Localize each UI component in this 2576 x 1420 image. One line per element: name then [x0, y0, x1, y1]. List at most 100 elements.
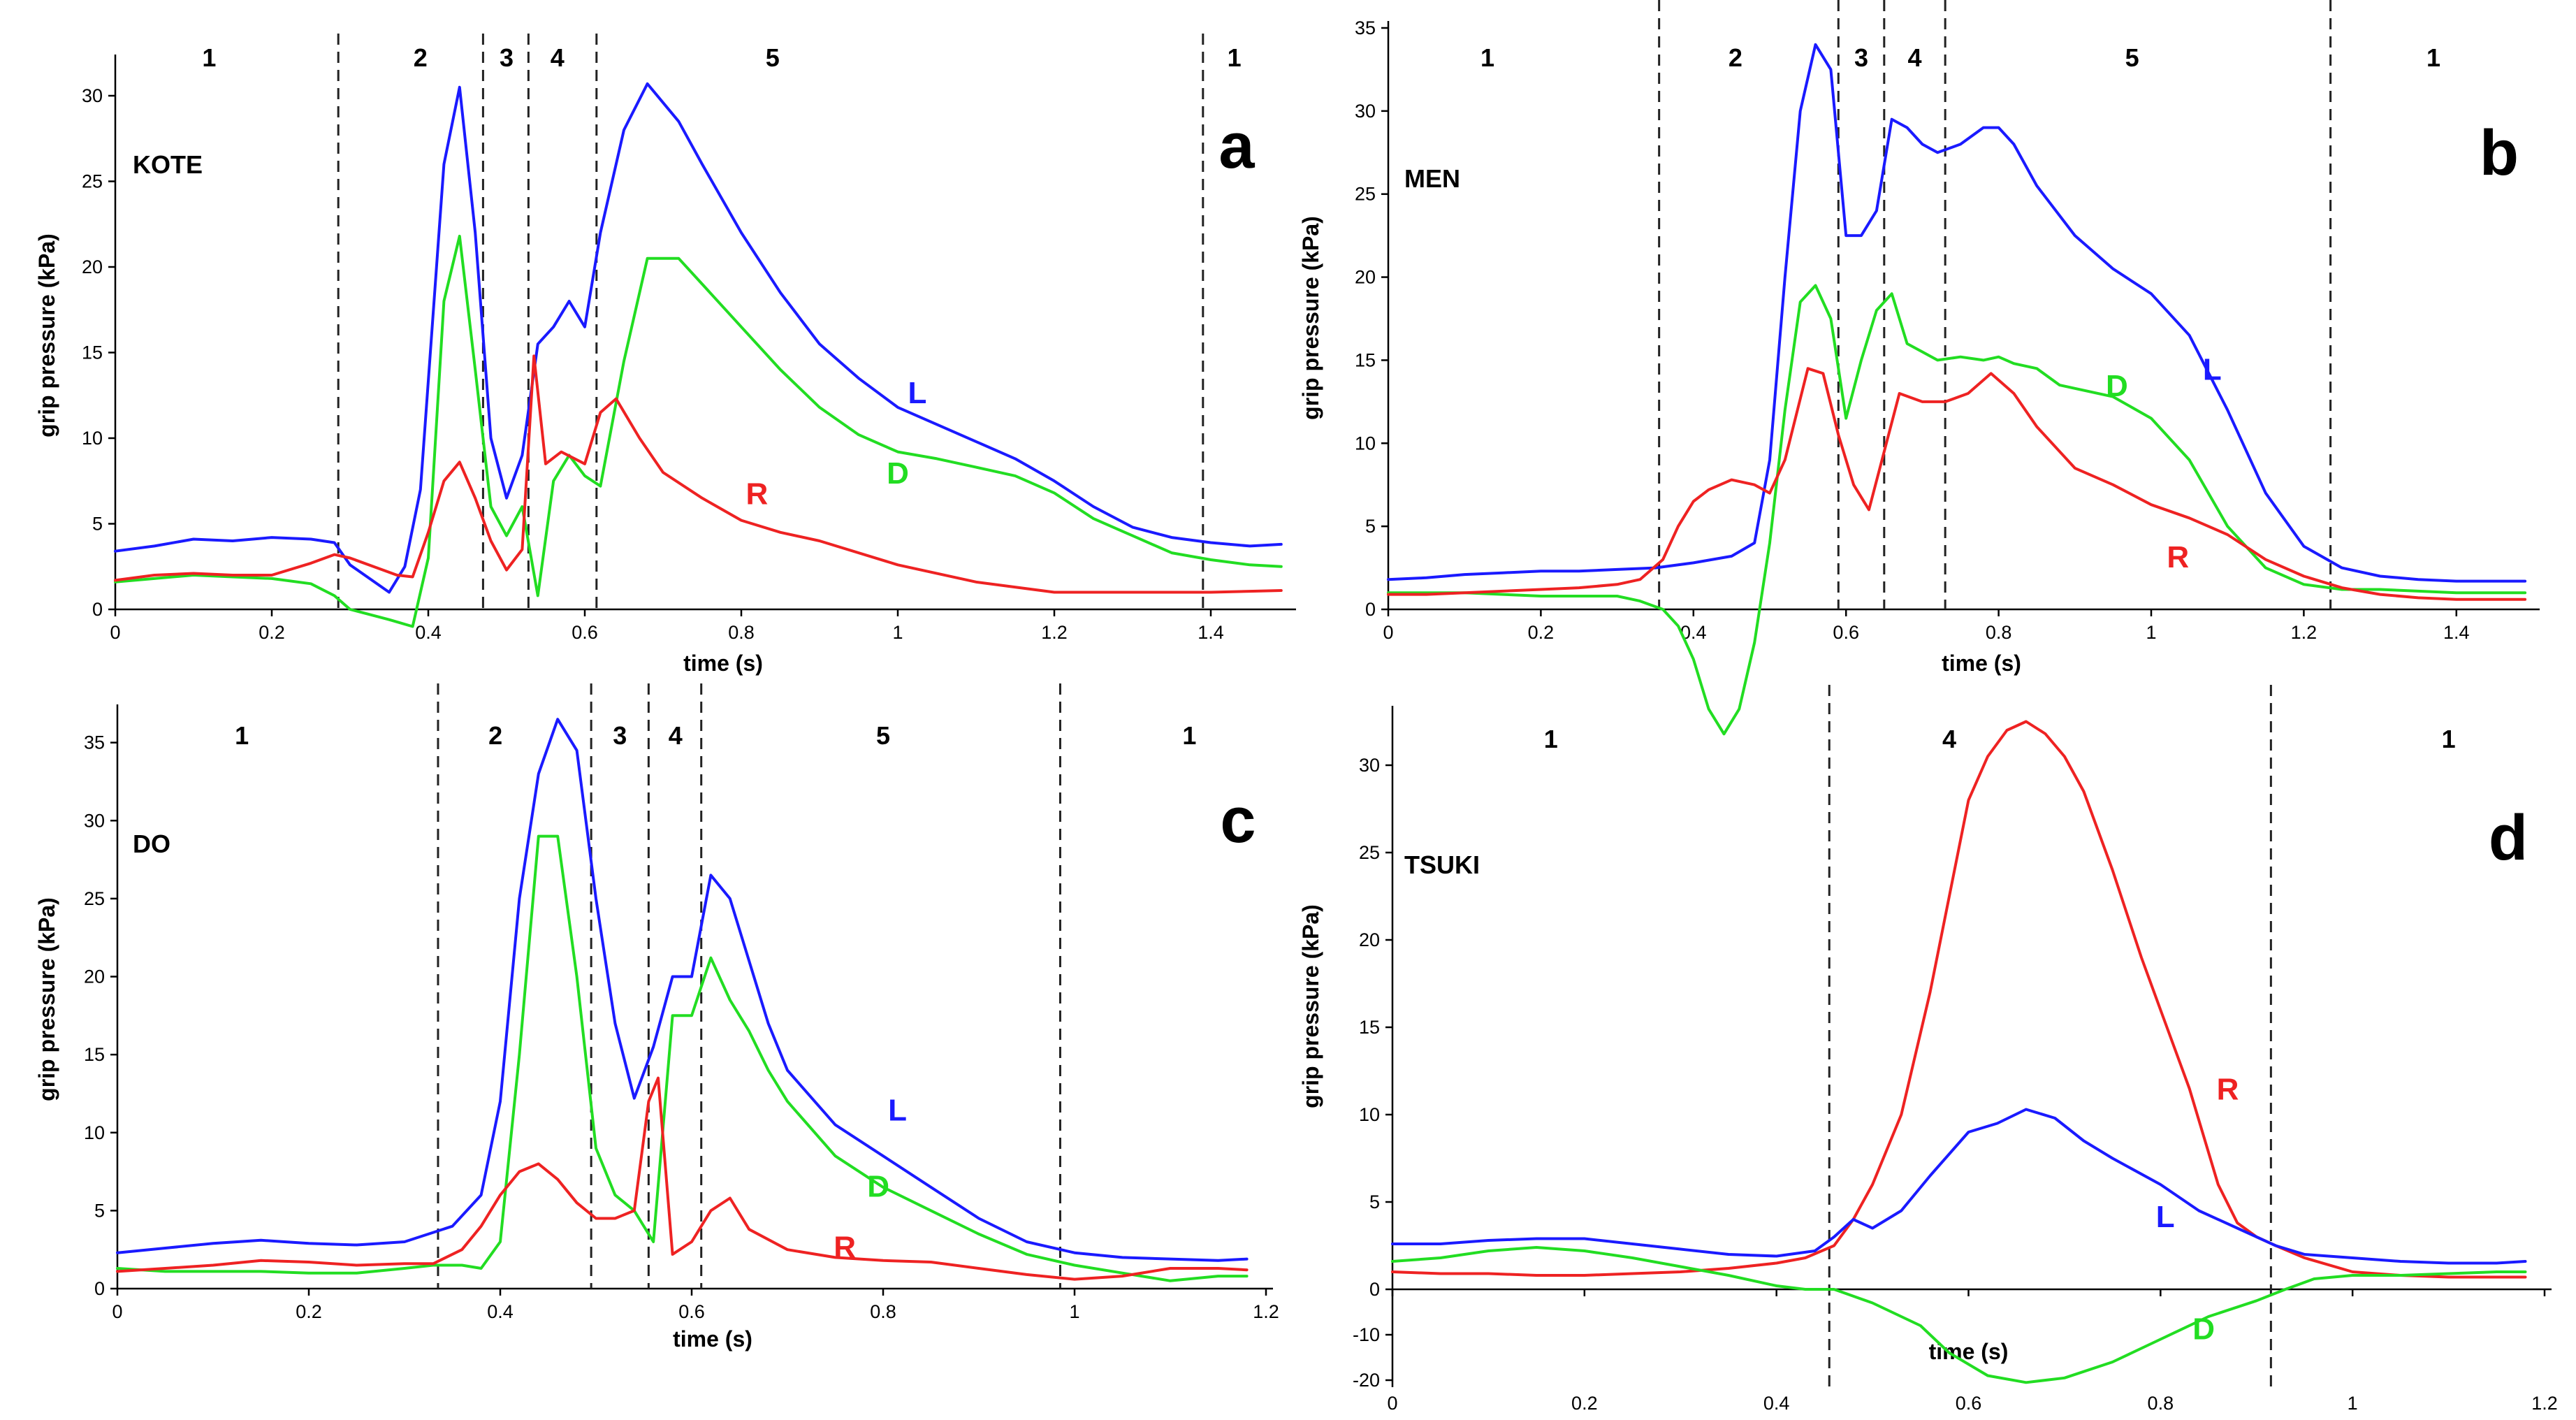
series-line-R [116, 1076, 1249, 1281]
x-tick-label: 0.8 [870, 1301, 896, 1322]
x-tick-label: 1.2 [1253, 1301, 1279, 1322]
x-tick-label: 0 [1387, 1393, 1397, 1414]
series-label-R: R [834, 1231, 856, 1265]
y-tick-label: 20 [1359, 929, 1380, 950]
y-tick-label: 0 [92, 599, 103, 620]
y-tick-label: 15 [1359, 1017, 1380, 1038]
chart-title: DO [133, 829, 170, 858]
y-tick-label: 35 [1355, 17, 1376, 38]
x-tick-label: 0.4 [487, 1301, 514, 1322]
series-label-D: D [887, 456, 909, 491]
phase-label: 1 [1480, 43, 1494, 72]
x-tick-label: 0 [1383, 622, 1393, 643]
y-tick-label: 25 [84, 888, 105, 909]
phase-label: 1 [1544, 725, 1558, 753]
phase-label: 3 [613, 721, 627, 750]
x-axis-title: time (s) [683, 651, 763, 676]
x-tick-label: 1.2 [2531, 1393, 2558, 1414]
y-tick-label: 10 [1359, 1104, 1380, 1125]
x-axis-title: time (s) [673, 1326, 752, 1352]
x-tick-label: 0.2 [1528, 622, 1555, 643]
series-line-L [114, 82, 1283, 594]
phase-label: 4 [669, 721, 683, 750]
x-tick-label: 0 [110, 622, 120, 643]
phase-label: 2 [1729, 43, 1742, 72]
series-label-L: L [2203, 352, 2222, 386]
x-tick-label: 1 [892, 622, 903, 643]
x-tick-label: 0.6 [1833, 622, 1859, 643]
series-line-L [1391, 1108, 2527, 1265]
phase-label: 2 [488, 721, 502, 750]
x-tick-label: 1.2 [1041, 622, 1068, 643]
y-tick-label: 5 [1365, 516, 1376, 537]
x-tick-label: 0.6 [572, 622, 598, 643]
x-tick-label: 0.2 [296, 1301, 322, 1322]
y-tick-label: 5 [94, 1200, 105, 1221]
x-axis-title: time (s) [1929, 1339, 2009, 1364]
y-tick-label: 35 [84, 732, 105, 753]
series-label-R: R [746, 477, 769, 511]
x-axis-title: time (s) [1942, 651, 2021, 676]
x-tick-label: 0.8 [1986, 622, 2012, 643]
phase-label: 2 [414, 43, 428, 72]
x-tick-label: 0 [112, 1301, 122, 1322]
panel-letter: d [2489, 802, 2528, 874]
phase-label: 1 [235, 721, 249, 750]
x-tick-label: 0.6 [1956, 1393, 1982, 1414]
y-axis-title: grip pressure (kPa) [34, 897, 59, 1101]
chart-title: KOTE [133, 150, 203, 179]
y-tick-label: 25 [1359, 842, 1380, 863]
y-axis-title: grip pressure (kPa) [1298, 904, 1323, 1108]
x-tick-label: 0.2 [1571, 1393, 1598, 1414]
x-tick-label: 1 [1069, 1301, 1079, 1322]
series-line-D [116, 834, 1249, 1282]
y-tick-label: 20 [1355, 267, 1376, 288]
y-tick-label: 25 [1355, 184, 1376, 205]
series-line-R [1387, 367, 2527, 601]
y-tick-label: 5 [92, 514, 103, 535]
y-tick-label: 30 [84, 810, 105, 831]
phase-label: 5 [766, 43, 780, 72]
series-label-D: D [867, 1170, 889, 1204]
phase-label: 1 [202, 43, 216, 72]
y-tick-label: 10 [1355, 433, 1376, 454]
x-tick-label: 1.2 [2291, 622, 2317, 643]
series-label-R: R [2167, 540, 2189, 574]
y-tick-label: 0 [94, 1278, 105, 1299]
y-tick-label: 20 [84, 966, 105, 987]
x-tick-label: 0.2 [259, 622, 285, 643]
chart-title: MEN [1404, 164, 1460, 193]
chart-title: TSUKI [1404, 850, 1480, 879]
phase-label: 1 [2426, 43, 2440, 72]
series-label-L: L [908, 376, 927, 410]
series-label-L: L [2156, 1200, 2175, 1234]
panel-letter: c [1220, 785, 1256, 856]
series-line-D [114, 234, 1283, 628]
series-line-L [116, 718, 1249, 1262]
x-tick-label: 0.8 [2148, 1393, 2174, 1414]
x-tick-label: 1.4 [2443, 622, 2470, 643]
phase-label: 1 [1228, 43, 1242, 72]
y-tick-label: 30 [1359, 755, 1380, 776]
phase-label: 1 [2442, 725, 2456, 753]
y-tick-label: 30 [1355, 101, 1376, 122]
y-tick-label: -20 [1353, 1370, 1380, 1391]
y-axis-title: grip pressure (kPa) [1298, 216, 1323, 420]
y-axis-title: grip pressure (kPa) [34, 233, 59, 437]
x-tick-label: 1 [2348, 1393, 2358, 1414]
x-tick-label: 0.8 [728, 622, 755, 643]
y-tick-label: 10 [82, 428, 103, 449]
phase-label: 4 [1907, 43, 1921, 72]
y-tick-label: 0 [1365, 599, 1376, 620]
series-line-D [1391, 1246, 2527, 1384]
x-tick-label: 0.4 [415, 622, 442, 643]
y-tick-label: -10 [1353, 1324, 1380, 1345]
series-line-L [1387, 43, 2527, 583]
phase-label: 3 [1854, 43, 1868, 72]
series-label-R: R [2217, 1073, 2239, 1107]
phase-label: 4 [1942, 725, 1956, 753]
phase-label: 1 [1182, 721, 1196, 750]
